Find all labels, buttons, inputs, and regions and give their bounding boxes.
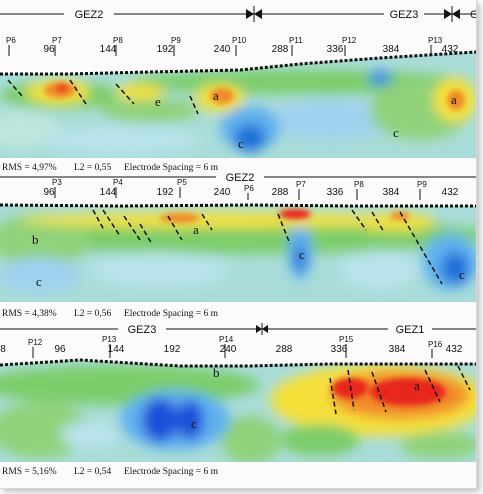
zone-letter: e bbox=[155, 94, 161, 109]
zone-letter: a bbox=[213, 88, 219, 103]
electrode-label: P9 bbox=[171, 36, 181, 45]
zone-letter: c bbox=[191, 416, 197, 431]
distance-label: 192 bbox=[164, 344, 181, 355]
zone-letter: a bbox=[414, 378, 420, 393]
distance-label: 192 bbox=[157, 187, 174, 198]
distance-label: 336 bbox=[331, 344, 348, 355]
zone-label: GEZ2 bbox=[75, 9, 104, 21]
electrode-label: P10 bbox=[232, 36, 247, 45]
electrode-label: P15 bbox=[339, 335, 354, 344]
electrode-label: P6 bbox=[6, 36, 16, 45]
distance-label: 96 bbox=[43, 187, 55, 198]
electrode-label: P4 bbox=[113, 178, 123, 187]
zone-label: GEZ1 bbox=[396, 324, 425, 336]
electrode-label: P7 bbox=[52, 36, 62, 45]
zone-letter: c bbox=[36, 274, 42, 289]
electrode-label: P12 bbox=[28, 338, 43, 347]
distance-label: 432 bbox=[446, 344, 463, 355]
section-panel-3: GEZ3 GEZ1 P12 P13 P14 P15 P16 8 96 144 1… bbox=[0, 322, 476, 477]
l2-value: L2 = 0,55 bbox=[74, 163, 112, 173]
distance-label: 288 bbox=[272, 187, 289, 198]
distance-label: 192 bbox=[157, 44, 174, 55]
zone-letter: a bbox=[193, 222, 199, 237]
electrode-label: P11 bbox=[289, 36, 303, 45]
distance-label: 432 bbox=[442, 187, 459, 198]
figure-frame: GEZ2 GEZ3 G P6 P7 P8 P9 P10 P11 P12 P13 bbox=[0, 0, 477, 489]
resistivity-sections: GEZ2 GEZ3 G P6 P7 P8 P9 P10 P11 P12 P13 bbox=[0, 6, 476, 477]
electrode-spacing: Electrode Spacing = 6 m bbox=[124, 163, 219, 173]
distance-label: 336 bbox=[327, 187, 344, 198]
electrode-label: P14 bbox=[219, 335, 234, 344]
zone-label: GEZ3 bbox=[390, 9, 419, 21]
zone-label: GEZ3 bbox=[128, 324, 157, 336]
distance-label: 288 bbox=[272, 44, 289, 55]
fault-lines bbox=[7, 79, 199, 115]
fault-lines bbox=[329, 365, 471, 415]
electrode-label: P13 bbox=[428, 36, 443, 45]
electrode-label: P16 bbox=[428, 340, 443, 349]
electrode-label: P9 bbox=[417, 180, 427, 189]
zone-letter: a bbox=[451, 92, 457, 107]
electrode-spacing: Electrode Spacing = 6 m bbox=[124, 467, 219, 477]
distance-label: 96 bbox=[54, 344, 66, 355]
section-panel-2: GEZ2 P3 P4 P5 P6 P7 P8 P9 96 144 192 240… bbox=[0, 171, 476, 319]
section-panel-1: GEZ2 GEZ3 G P6 P7 P8 P9 P10 P11 P12 P13 bbox=[0, 6, 476, 173]
distance-label: 144 bbox=[100, 187, 117, 198]
distance-label: 8 bbox=[0, 344, 6, 355]
zone-label: G bbox=[470, 9, 476, 21]
rms-value: RMS = 4,38% bbox=[2, 309, 57, 319]
l2-value: L2 = 0,54 bbox=[74, 467, 112, 477]
distance-label: 240 bbox=[214, 44, 231, 55]
rms-value: RMS = 5,16% bbox=[2, 467, 57, 477]
surface-line bbox=[0, 203, 476, 208]
distance-label: 432 bbox=[442, 44, 459, 55]
zone-letter: c bbox=[238, 136, 244, 151]
resistivity-field bbox=[0, 360, 476, 462]
distance-label: 240 bbox=[214, 187, 231, 198]
distance-label: 96 bbox=[43, 44, 55, 55]
electrode-label: P7 bbox=[296, 180, 306, 189]
surface-line bbox=[0, 50, 476, 76]
zone-letter: c bbox=[299, 247, 305, 262]
electrode-label: P13 bbox=[102, 335, 117, 344]
zone-letter: b bbox=[213, 365, 220, 380]
electrode-label: P5 bbox=[177, 178, 187, 187]
distance-label: 384 bbox=[389, 344, 406, 355]
electrode-label: P3 bbox=[52, 178, 62, 187]
distance-label: 384 bbox=[383, 44, 400, 55]
distance-label: 240 bbox=[220, 344, 237, 355]
distance-label: 288 bbox=[276, 344, 293, 355]
l2-value: L2 = 0,56 bbox=[74, 309, 112, 319]
distance-label: 144 bbox=[100, 44, 117, 55]
surface-line bbox=[0, 358, 476, 368]
zone-letter: c bbox=[459, 267, 465, 282]
electrode-label: P6 bbox=[244, 184, 254, 193]
distance-label: 144 bbox=[108, 344, 125, 355]
electrode-label: P8 bbox=[354, 180, 364, 189]
rms-value: RMS = 4,97% bbox=[2, 163, 57, 173]
zone-label: GEZ2 bbox=[226, 172, 255, 184]
distance-label: 336 bbox=[327, 44, 344, 55]
electrode-spacing: Electrode Spacing = 6 m bbox=[124, 309, 219, 319]
resistivity-field bbox=[0, 205, 476, 302]
zone-letter: b bbox=[32, 232, 39, 247]
distance-label: 384 bbox=[383, 187, 400, 198]
electrode-label: P12 bbox=[342, 36, 357, 45]
fault-lines bbox=[92, 209, 443, 285]
electrode-label: P8 bbox=[113, 36, 123, 45]
zone-letter: c bbox=[393, 125, 399, 140]
